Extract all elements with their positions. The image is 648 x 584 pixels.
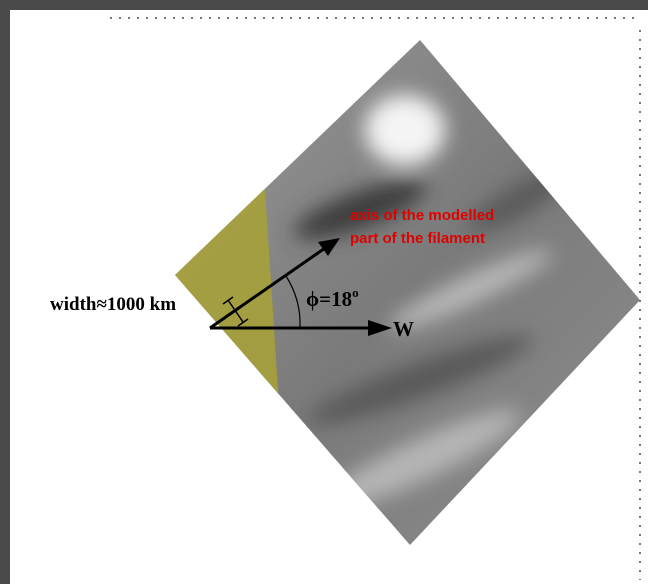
angle-label: ϕ=18o xyxy=(306,285,359,311)
direction-label: W xyxy=(393,317,414,341)
page: axis of the modelled part of the filamen… xyxy=(0,0,648,584)
angle-value: ϕ=18 xyxy=(306,287,352,311)
width-label: width≈1000 km xyxy=(50,294,176,315)
axis-label: axis of the modelled xyxy=(350,207,494,224)
figure: axis of the modelled part of the filamen… xyxy=(0,0,648,584)
axis-label: part of the filament xyxy=(350,230,485,247)
angle-unit: o xyxy=(352,285,359,300)
